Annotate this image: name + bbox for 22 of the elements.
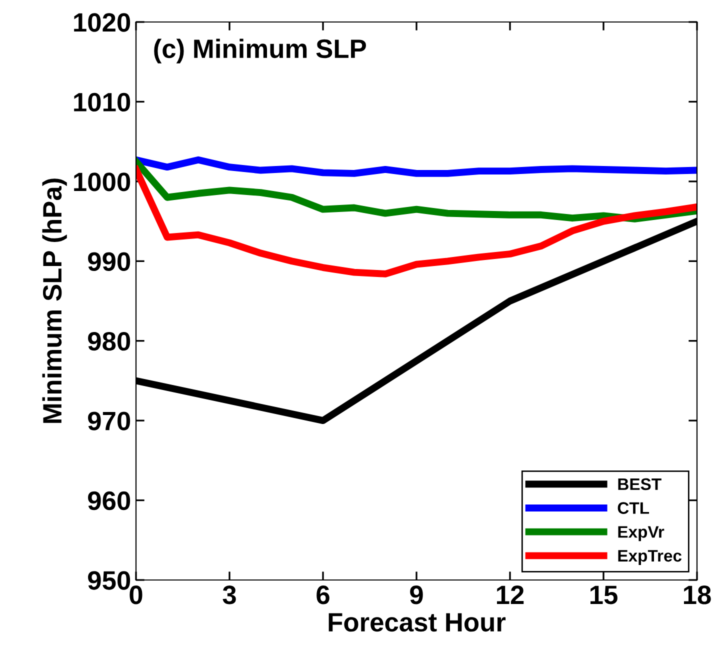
x-tick-label: 0: [130, 586, 142, 604]
legend-label: CTL: [618, 502, 650, 514]
x-tick-label: 9: [410, 586, 423, 604]
x-axis-title: Forecast Hour: [328, 613, 506, 632]
y-axis-title: Minimum SLP (hPa): [42, 178, 67, 423]
x-tick-label: 12: [496, 586, 524, 604]
x-tick-label: 3: [222, 586, 236, 604]
y-tick-label: 960: [88, 491, 130, 510]
y-tick-label: 990: [88, 252, 130, 271]
y-tick-label: 980: [88, 332, 130, 351]
legend-label: BEST: [618, 478, 662, 490]
legend-label: ExpTrec: [618, 550, 682, 565]
x-tick-label: 15: [590, 586, 618, 604]
y-tick-label: 970: [88, 412, 130, 430]
x-tick-label: 18: [684, 586, 711, 604]
legend-label: ExpVr: [618, 526, 664, 542]
y-tick-label: 1020: [74, 13, 130, 32]
y-tick-label: 950: [88, 571, 130, 590]
text: (c) Minimum SLP: [154, 38, 366, 64]
y-tick-label: 1000: [74, 172, 130, 192]
y-tick-label: 1010: [74, 92, 130, 112]
x-tick-label: 6: [316, 586, 330, 604]
